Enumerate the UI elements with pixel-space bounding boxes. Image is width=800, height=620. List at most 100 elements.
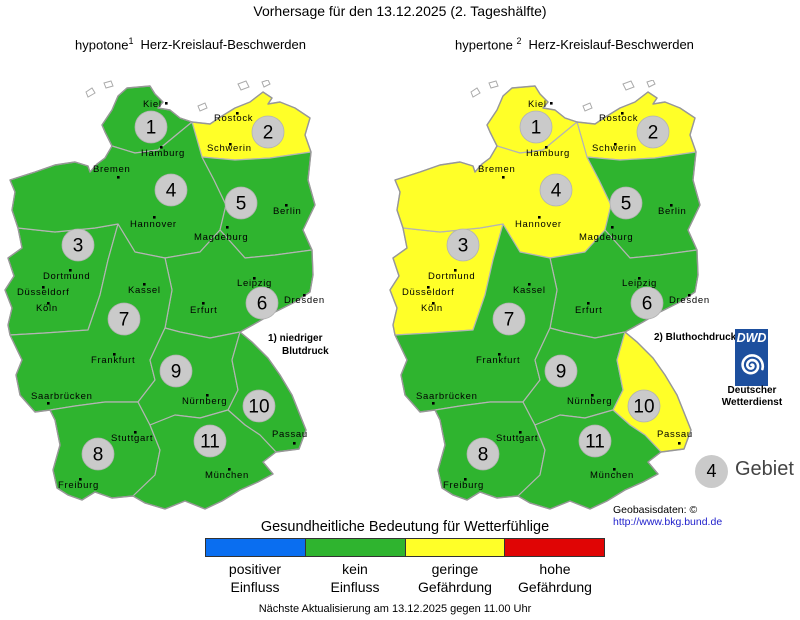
island-shape [488,80,499,89]
region-11-number: 11 [585,432,605,453]
city-dot-Bremen [117,176,120,179]
city-dot-Dortmund [69,269,72,272]
city-label-Kiel: Kiel [143,99,162,110]
city-dot-Nürnberg [591,394,594,397]
island-shape [470,87,481,98]
island-shape [622,80,635,91]
city-dot-Hamburg [545,146,548,149]
city-label-Kassel: Kassel [513,285,546,296]
region-11-badge [578,424,612,458]
city-label-Bremen: Bremen [93,164,130,175]
island-shape [582,102,593,112]
city-dot-Frankfurt [113,353,116,356]
city-label-Düsseldorf: Düsseldorf [17,287,69,298]
credits-label: Geobasisdaten: © [613,504,698,516]
dwd-name: Deutscher Wetterdienst [706,385,798,408]
right-map-title-word: hypertone [455,37,517,53]
city-label-München: München [590,470,634,481]
city-dot-Köln [432,302,435,305]
legend-swatch-positiver [205,538,306,557]
city-label-Frankfurt: Frankfurt [91,355,135,366]
region-8-badge [466,437,500,471]
city-label-Düsseldorf: Düsseldorf [402,287,454,298]
city-dot-Erfurt [202,302,205,305]
right-map-footnote: 2) Bluthochdruck [654,332,737,343]
island-shape [237,80,250,91]
city-dot-Kassel [143,283,146,286]
legend-swatch-kein [304,538,406,557]
island-shape [197,102,208,112]
region-8-number: 8 [93,445,104,466]
region-11-badge [193,424,227,458]
city-label-Nürnberg: Nürnberg [567,396,612,407]
region-2-badge [636,115,670,149]
city-dot-Dortmund [454,269,457,272]
region-6-badge [630,286,664,320]
city-label-Kiel: Kiel [528,99,547,110]
region-3-badge [446,228,480,262]
city-dot-Berlin [670,204,673,207]
city-label-Berlin: Berlin [273,206,302,217]
region-1-number: 1 [531,118,542,139]
city-dot-Nürnberg [206,394,209,397]
legend-swatch-hohe [504,538,605,557]
region-3-number: 3 [73,236,84,257]
region-10-number: 10 [633,397,654,418]
credits: Geobasisdaten: © http://www.bkg.bund.de [613,504,800,528]
region-5-number: 5 [236,194,247,215]
dwd-logo-acronym: DWD [737,331,767,345]
right-map-footnote-ref: 2 [516,36,522,46]
region-10-badge [242,389,276,423]
region-1-number: 1 [146,118,157,139]
city-dot-Stuttgart [519,431,522,434]
region-6-number: 6 [642,294,653,315]
city-label-Saarbrücken: Saarbrücken [416,391,478,402]
city-dot-Bremen [502,176,505,179]
city-dot-Leipzig [253,277,256,280]
city-dot-Kiel [165,102,168,105]
city-dot-Dresden [688,294,691,297]
left-map-title: hypotone1 Herz-Kreislauf-Beschwerden [75,36,306,52]
city-dot-Berlin [285,204,288,207]
city-dot-Passau [678,442,681,445]
city-label-Freiburg: Freiburg [58,480,99,491]
dwd-name-line2: Wetterdienst [721,396,783,408]
city-label-Köln: Köln [421,303,443,314]
city-label-Dresden: Dresden [669,295,710,306]
city-label-Rostock: Rostock [214,113,253,124]
city-label-Erfurt: Erfurt [575,305,602,316]
city-dot-Freiburg [464,478,467,481]
region-6-number: 6 [257,294,268,315]
legend-swatch-geringe [404,538,506,557]
left-map-footnote-line1: 1) niedriger [268,333,323,344]
region-8-badge [81,437,115,471]
dwd-logo-graphic: DWD [735,329,768,386]
germany-outline [389,85,701,510]
city-label-Berlin: Berlin [658,206,687,217]
region-5-number: 5 [621,194,632,215]
city-dot-Hamburg [160,146,163,149]
region-7-number: 7 [504,310,515,331]
area-key-label: Gebiet [735,458,794,480]
region-3-badge [61,228,95,262]
city-label-Frankfurt: Frankfurt [476,355,520,366]
region-9-number: 9 [171,362,182,383]
region-6-badge [245,286,279,320]
region-4-number: 4 [551,181,562,202]
city-label-Leipzig: Leipzig [622,278,657,289]
dwd-logo: DWD [735,329,768,391]
city-dot-Magdeburg [611,226,614,229]
city-label-Hamburg: Hamburg [141,148,185,159]
city-dot-Hannover [538,216,541,219]
city-dot-München [228,468,231,471]
city-dot-Schwerin [229,143,232,146]
city-label-Passau: Passau [272,429,308,440]
legend-label-positiver: positiver Einfluss [228,561,282,595]
city-dot-Erfurt [587,302,590,305]
city-dot-Köln [47,302,50,305]
city-label-Saarbrücken: Saarbrücken [31,391,93,402]
bkg-link[interactable]: http://www.bkg.bund.de [613,516,723,528]
page-title: Vorhersage für den 13.12.2025 (2. Tagesh… [253,3,547,19]
right-map-title: hypertone 2 Herz-Kreislauf-Beschwerden [455,36,694,52]
city-dot-Dresden [303,294,306,297]
